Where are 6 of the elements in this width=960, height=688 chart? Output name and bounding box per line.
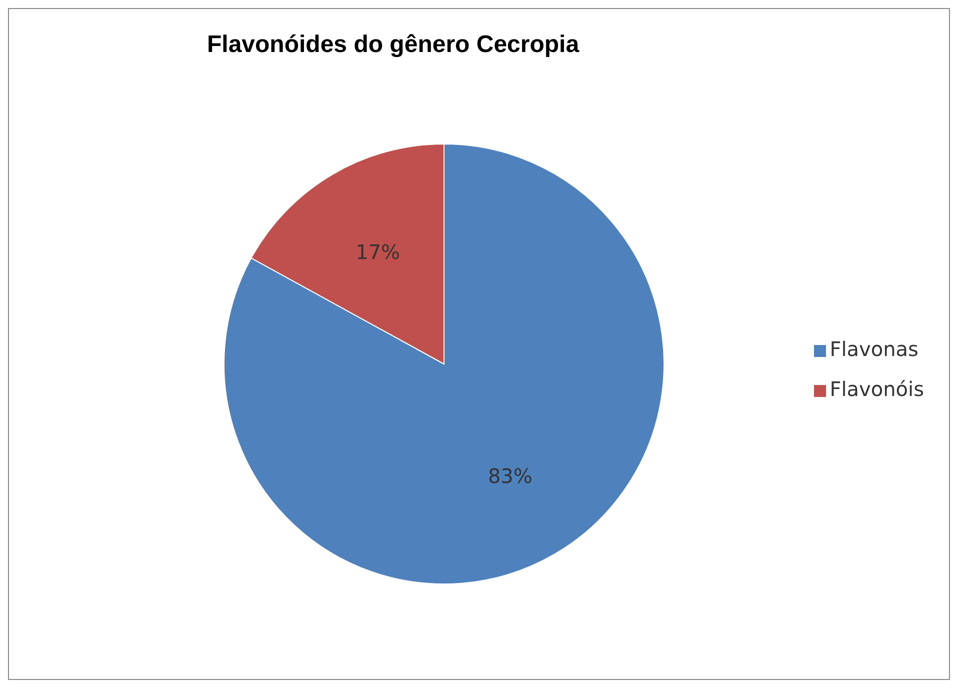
pie-slice xyxy=(224,144,664,584)
chart-title: Flavonóides do gênero Cecropia xyxy=(206,31,580,59)
data-label: 17% xyxy=(356,240,400,264)
legend-label: Flavonas xyxy=(830,337,918,361)
legend-label: Flavonóis xyxy=(830,377,924,401)
data-label: 83% xyxy=(488,464,532,488)
